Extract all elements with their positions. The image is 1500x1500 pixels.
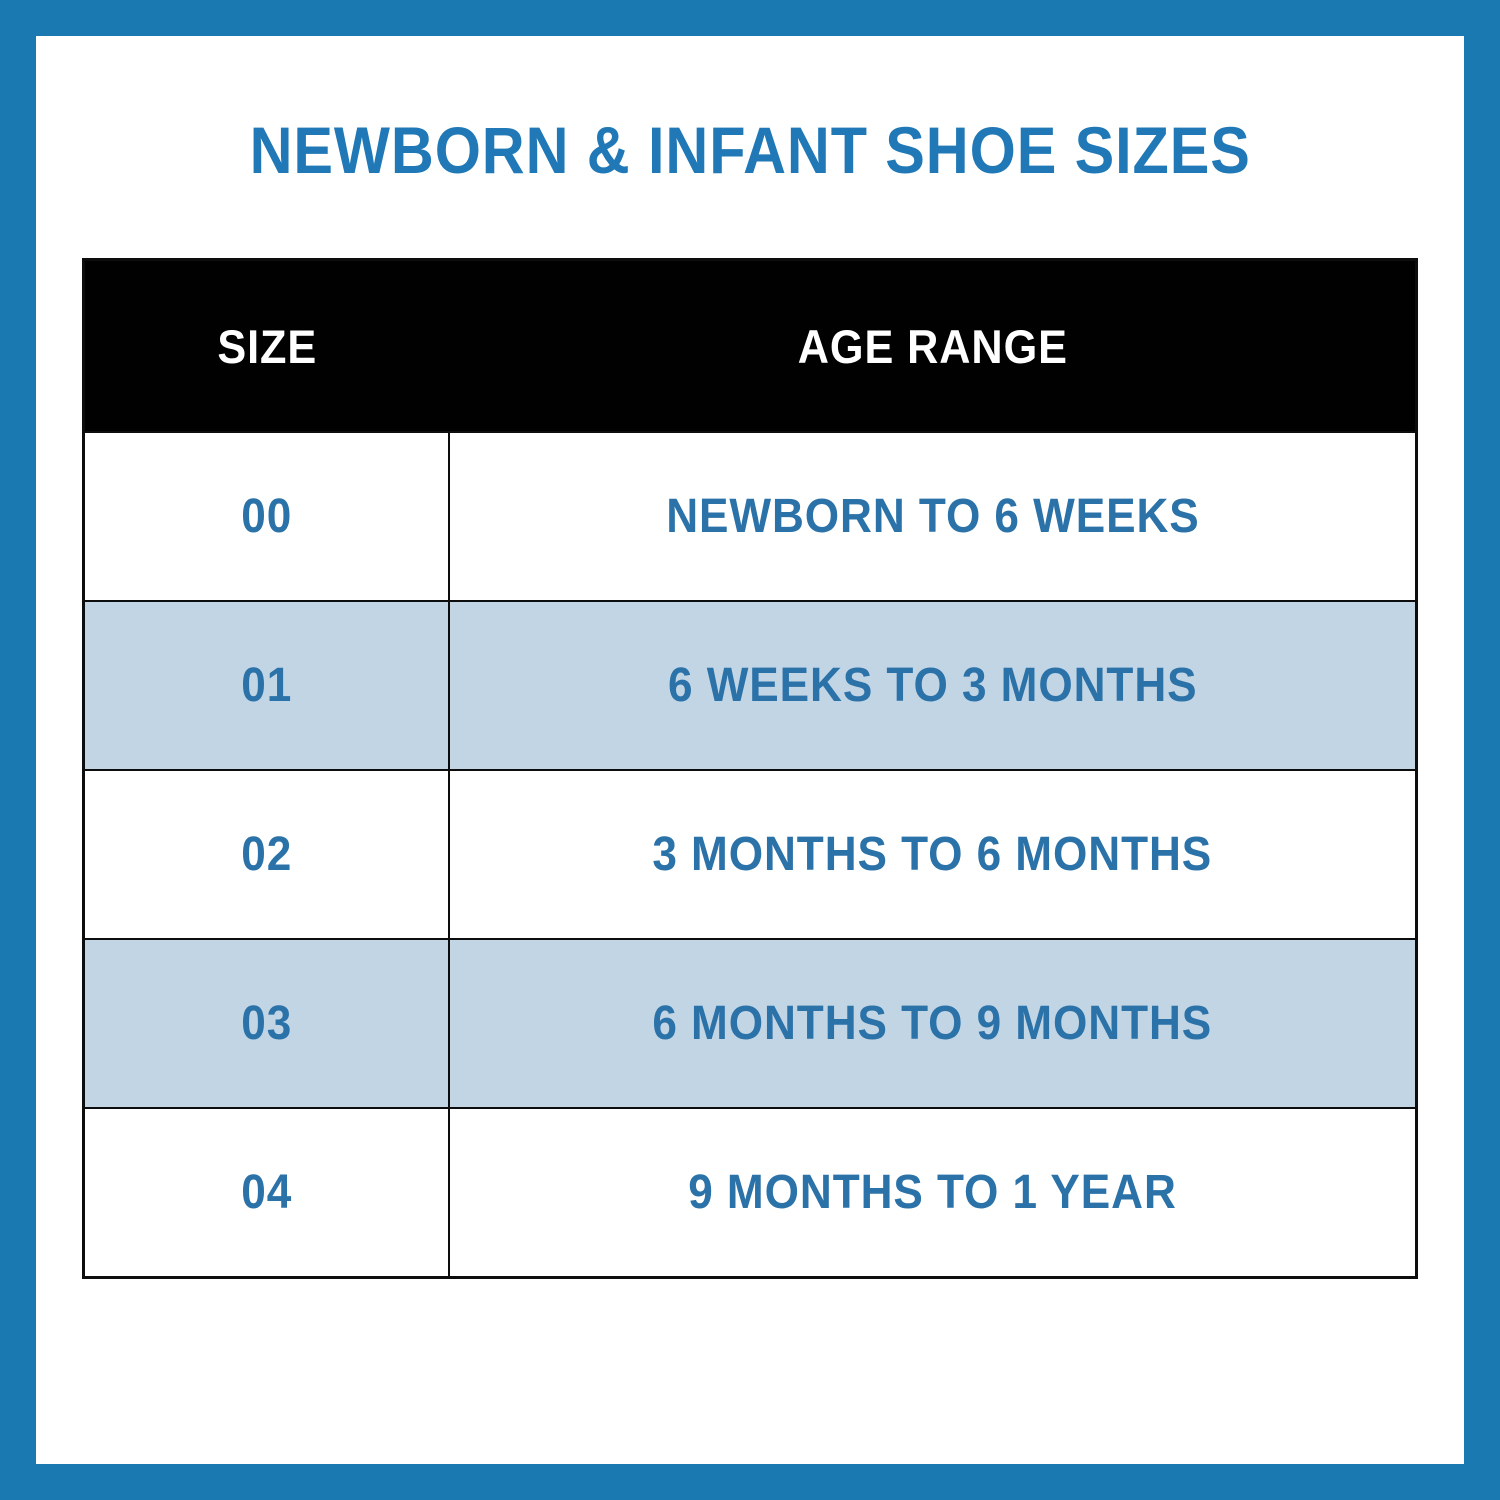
table-row: 03 6 MONTHS TO 9 MONTHS bbox=[85, 938, 1415, 1107]
page-title: NEWBORN & INFANT SHOE SIZES bbox=[36, 112, 1464, 188]
size-chart-table: SIZE AGE RANGE 00 NEWBORN TO 6 WEEKS 01 … bbox=[82, 258, 1418, 1279]
size-cell: 00 bbox=[85, 433, 450, 600]
age-range-cell: 9 MONTHS TO 1 YEAR bbox=[688, 1166, 1177, 1219]
table-header-row: SIZE AGE RANGE bbox=[85, 261, 1415, 431]
size-cell: 01 bbox=[85, 602, 450, 769]
table-row: 01 6 WEEKS TO 3 MONTHS bbox=[85, 600, 1415, 769]
table-row: 00 NEWBORN TO 6 WEEKS bbox=[85, 431, 1415, 600]
size-cell: 03 bbox=[85, 940, 450, 1107]
age-range-cell: 3 MONTHS TO 6 MONTHS bbox=[652, 828, 1213, 881]
table-row: 04 9 MONTHS TO 1 YEAR bbox=[85, 1107, 1415, 1276]
table-row: 02 3 MONTHS TO 6 MONTHS bbox=[85, 769, 1415, 938]
age-range-cell: 6 MONTHS TO 9 MONTHS bbox=[652, 997, 1213, 1050]
column-header-size: SIZE bbox=[217, 319, 318, 373]
page-title-text: NEWBORN & INFANT SHOE SIZES bbox=[249, 113, 1251, 187]
content-area: NEWBORN & INFANT SHOE SIZES SIZE AGE RAN… bbox=[36, 36, 1464, 1464]
size-cell: 02 bbox=[85, 771, 450, 938]
age-range-cell: NEWBORN TO 6 WEEKS bbox=[665, 490, 1200, 543]
column-header-age-range: AGE RANGE bbox=[797, 319, 1068, 373]
age-range-cell: 6 WEEKS TO 3 MONTHS bbox=[667, 659, 1198, 712]
size-cell: 04 bbox=[85, 1109, 450, 1276]
